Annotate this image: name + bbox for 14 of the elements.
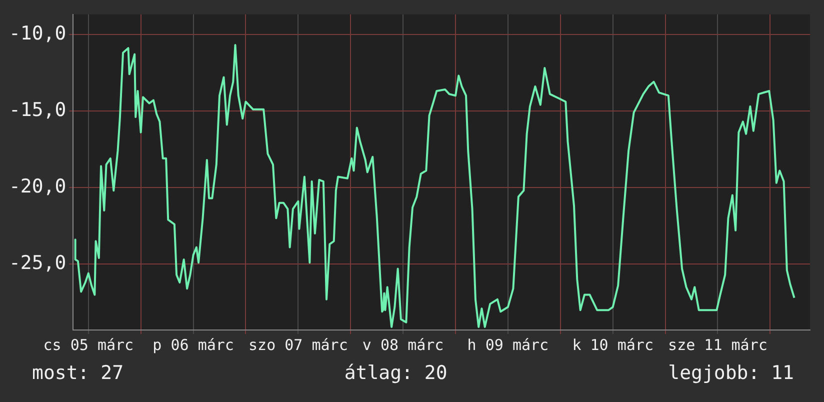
y-tick-label: -25,0	[8, 252, 66, 274]
y-tick-label: -15,0	[8, 98, 66, 121]
text: most: 27	[32, 362, 124, 384]
text: legjobb: 11	[668, 362, 794, 384]
x-tick-label: sze 11 márc	[668, 336, 768, 354]
y-tick-label: -20,0	[8, 175, 66, 198]
x-tick-label: p 06 márc	[152, 336, 234, 354]
x-tick-label: szo 07 márc	[248, 336, 348, 354]
text: átlag: 20	[344, 362, 448, 384]
x-tick-label: v 08 márc	[362, 336, 444, 354]
y-tick-label: -10,0	[8, 22, 66, 44]
x-tick-label: h 09 márc	[467, 336, 549, 354]
x-tick-label: cs 05 márc	[43, 336, 134, 354]
x-tick-label: k 10 márc	[572, 336, 654, 354]
